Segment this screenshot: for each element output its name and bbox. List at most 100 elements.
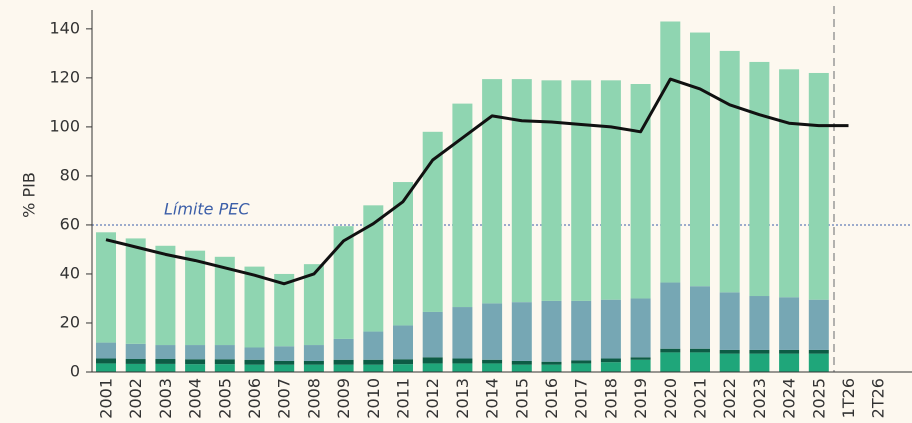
bar-segment bbox=[660, 21, 681, 283]
bar-segment bbox=[274, 364, 295, 372]
bar-segment bbox=[719, 292, 740, 350]
bar-segment bbox=[571, 80, 592, 301]
y-tick-label: 40 bbox=[60, 263, 80, 282]
bar-segment bbox=[690, 348, 710, 353]
x-tick-label: 2022 bbox=[720, 378, 739, 419]
bar-segment bbox=[185, 364, 206, 372]
x-tick-label: 2018 bbox=[601, 378, 620, 419]
bar-segment bbox=[541, 300, 562, 362]
bar-segment bbox=[690, 286, 710, 349]
bar-segment bbox=[808, 299, 829, 350]
bar-segment bbox=[125, 359, 146, 364]
bar-segment bbox=[155, 245, 176, 346]
y-tick-label: 80 bbox=[60, 165, 80, 184]
bar-segment bbox=[719, 50, 740, 293]
bar-segment bbox=[630, 359, 651, 372]
x-tick-label: 2007 bbox=[275, 378, 294, 419]
bar-segment bbox=[541, 361, 562, 365]
bar-segment bbox=[274, 346, 295, 361]
x-tick-label: 2005 bbox=[215, 378, 234, 419]
bar-segment bbox=[660, 282, 681, 349]
bar-segment bbox=[214, 256, 235, 346]
bar-segment bbox=[422, 363, 443, 372]
x-tick-label: 2010 bbox=[364, 378, 383, 419]
x-tick-label: 2014 bbox=[483, 378, 502, 419]
bar-segment bbox=[808, 353, 829, 372]
y-tick-label: 20 bbox=[60, 312, 80, 331]
bar-segment bbox=[155, 363, 176, 372]
x-tick-label: 2012 bbox=[423, 378, 442, 419]
bar-segment bbox=[214, 364, 235, 372]
bar-segment bbox=[511, 79, 532, 303]
bar-segment bbox=[719, 349, 740, 354]
bar-segment bbox=[541, 80, 562, 301]
bar-segment bbox=[749, 353, 770, 372]
bar-segment bbox=[363, 359, 384, 365]
x-tick-label: 2004 bbox=[186, 378, 205, 419]
bar-segment bbox=[630, 357, 651, 360]
bar-segment bbox=[214, 359, 235, 365]
bar-segment bbox=[363, 364, 384, 372]
bar-segment bbox=[363, 331, 384, 360]
bar-segment bbox=[125, 238, 146, 344]
bar-segment bbox=[600, 358, 621, 363]
x-tick-label: 2024 bbox=[780, 378, 799, 419]
x-tick-label: 2019 bbox=[631, 378, 650, 419]
bar-segment bbox=[571, 363, 592, 372]
bar-segment bbox=[244, 266, 265, 348]
bar-segment bbox=[96, 342, 116, 359]
y-tick-label: 120 bbox=[49, 67, 80, 86]
x-tick-label: 2021 bbox=[691, 378, 710, 419]
bar-segment bbox=[244, 347, 265, 360]
x-tick-label: 2025 bbox=[809, 378, 828, 419]
bar-segment bbox=[660, 352, 681, 372]
x-tick-label: 2003 bbox=[156, 378, 175, 419]
bar-segment bbox=[541, 364, 562, 372]
x-tick-label: 2023 bbox=[750, 378, 769, 419]
bar-segment bbox=[600, 362, 621, 372]
bar-segment bbox=[185, 250, 206, 346]
bar-segment bbox=[749, 61, 770, 297]
x-tick-label: 2006 bbox=[245, 378, 264, 419]
bar-segment bbox=[303, 264, 324, 346]
bar-segment bbox=[274, 273, 295, 347]
bar-segment bbox=[808, 72, 829, 300]
x-tick-label: 2011 bbox=[394, 378, 413, 419]
y-tick-label: 60 bbox=[60, 214, 80, 233]
bar-segment bbox=[630, 84, 651, 299]
y-tick-label: 0 bbox=[70, 362, 80, 381]
x-tick-label: 2009 bbox=[334, 378, 353, 419]
bar-segment bbox=[422, 357, 443, 364]
bar-segment bbox=[393, 359, 413, 365]
bar-segment bbox=[244, 359, 265, 365]
bar-segment bbox=[690, 32, 710, 287]
reference-label: Límite PEC bbox=[164, 199, 250, 218]
bar-segment bbox=[155, 359, 176, 364]
bar-segment bbox=[96, 232, 116, 343]
x-tick-label: 2T26 bbox=[869, 378, 888, 418]
bar-segment bbox=[482, 79, 503, 304]
bar-segment bbox=[808, 349, 829, 354]
bar-segment bbox=[482, 303, 503, 360]
x-tick-label: 2017 bbox=[572, 378, 591, 419]
bar-segment bbox=[571, 360, 592, 364]
bar-segment bbox=[600, 299, 621, 359]
x-tick-label: 2001 bbox=[97, 378, 116, 419]
y-axis-label: % PIB bbox=[20, 172, 39, 218]
bar-segment bbox=[779, 69, 800, 298]
bar-segment bbox=[96, 363, 116, 372]
bar-segment bbox=[96, 358, 116, 364]
line bbox=[105, 77, 849, 286]
bar-segment bbox=[393, 325, 413, 360]
bar-segment bbox=[779, 297, 800, 350]
bar-segment bbox=[422, 131, 443, 312]
bar-segment bbox=[303, 364, 324, 372]
bar-segment bbox=[482, 363, 503, 372]
bar-segment bbox=[482, 359, 503, 364]
bar-segment bbox=[452, 103, 473, 308]
bar-segment bbox=[630, 298, 651, 358]
bar-segment bbox=[393, 182, 413, 326]
x-tick-label: 2020 bbox=[661, 378, 680, 419]
bar-segment bbox=[660, 348, 681, 353]
y-tick-label: 140 bbox=[49, 18, 80, 37]
